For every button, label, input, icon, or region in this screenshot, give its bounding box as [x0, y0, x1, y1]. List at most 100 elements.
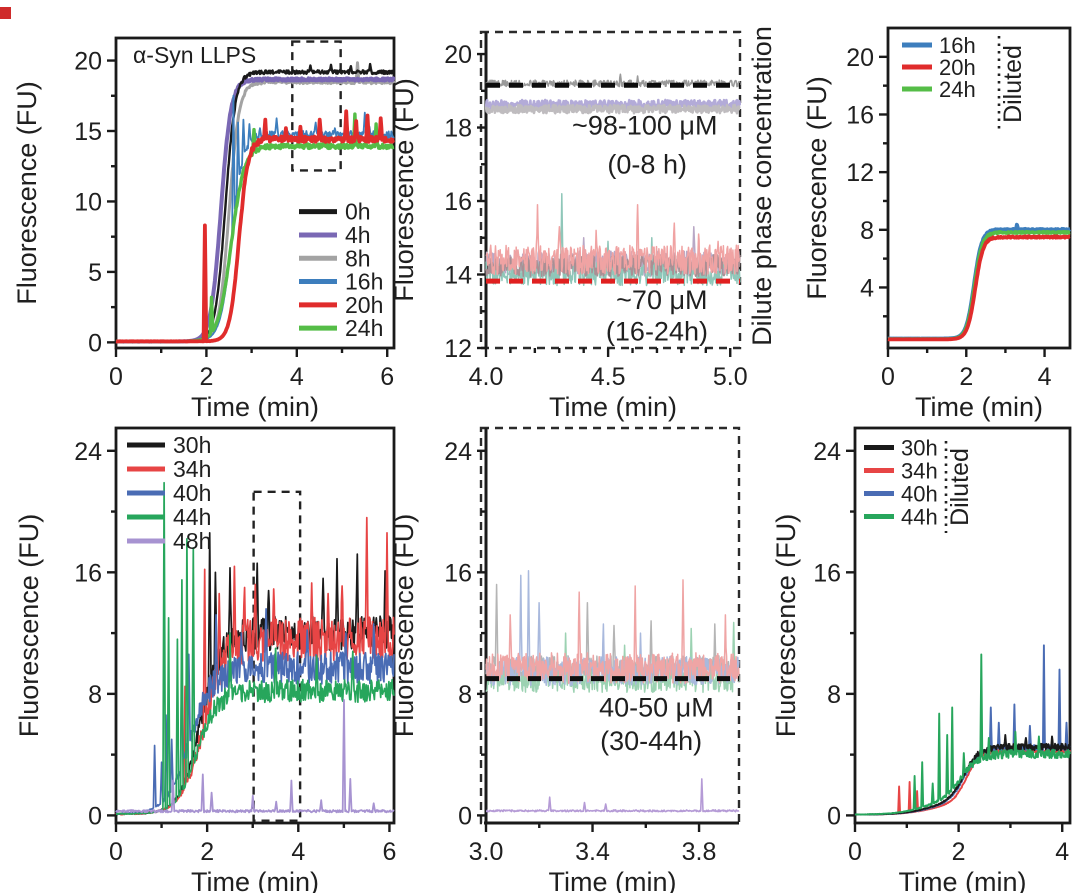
x-tick-label: 2	[199, 363, 213, 391]
rotated-label: Diluted	[999, 45, 1027, 123]
x-tick-label: 2	[952, 838, 966, 866]
legend-label-40h: 40h	[173, 480, 211, 506]
y-tick-label: 0	[88, 802, 102, 830]
series-layer	[887, 222, 1071, 342]
x-tick-label: 0	[881, 363, 895, 391]
legend-label-20h: 20h	[939, 55, 976, 80]
y-tick-label: 16	[846, 101, 874, 129]
legend-label-0h: 0h	[345, 199, 371, 225]
y-tick-label: 12	[444, 335, 472, 363]
x-tick-label: 4	[1038, 363, 1052, 391]
series-layer	[485, 570, 740, 813]
series-48h-trace	[115, 699, 395, 814]
legend-label-44h: 44h	[173, 504, 211, 530]
series-40h-trace	[854, 644, 1071, 816]
x-tick-label: 5.0	[713, 363, 748, 391]
y-tick-label: 16	[74, 559, 102, 587]
y-tick-label: 4	[860, 274, 874, 302]
y-tick-label: 20	[444, 41, 472, 69]
y-tick-label: 24	[74, 438, 102, 466]
x-tick-label: 4	[1055, 838, 1069, 866]
x-tick-label: 4	[291, 838, 305, 866]
y-axis-label: Fluorescence (FU)	[14, 514, 44, 738]
x-tick-label: 6	[382, 838, 396, 866]
y-tick-label: 8	[827, 681, 841, 709]
x-tick-label: 3.8	[682, 838, 717, 866]
annotation-label: ~70 μM	[616, 285, 707, 315]
y-tick-label: 0	[88, 329, 102, 357]
y-tick-label: 24	[444, 438, 472, 466]
x-tick-label: 0	[109, 363, 123, 391]
legend-label-40h: 40h	[901, 482, 938, 507]
y-tick-label: 16	[444, 559, 472, 587]
panel-title: α-Syn LLPS	[133, 42, 256, 68]
y-tick-label: 10	[74, 188, 102, 216]
y-axis-label: Fluorescence (FU)	[771, 514, 801, 738]
legend-label-30h: 30h	[901, 436, 938, 461]
annotation-label: ~98-100 μM	[572, 111, 717, 141]
y-axis-label: Fluorescence (FU)	[389, 78, 419, 302]
legend-label-34h: 34h	[901, 459, 938, 484]
x-tick-label: 4.5	[591, 363, 626, 391]
y-tick-label: 5	[88, 259, 102, 287]
x-tick-label: 2	[959, 363, 973, 391]
legend-label-24h: 24h	[939, 77, 976, 102]
y-tick-label: 20	[846, 44, 874, 72]
rotated-label: Diluted	[946, 448, 974, 526]
crop-artifact-mark	[0, 7, 11, 19]
legend-label-30h: 30h	[173, 432, 211, 458]
y-axis-label: Fluorescence (FU)	[389, 514, 419, 738]
y-tick-label: 20	[74, 48, 102, 76]
x-axis-label: Time (min)	[899, 867, 1027, 893]
annotation-label: 40-50 μM	[599, 693, 714, 723]
x-axis-label: Time (min)	[191, 867, 319, 893]
y-tick-label: 16	[444, 188, 472, 216]
annotation-label: (30-44h)	[600, 726, 702, 756]
legend-label-24h: 24h	[345, 315, 383, 341]
series-layer	[854, 644, 1071, 816]
series-20h-faded-trace	[485, 203, 741, 276]
x-tick-label: 0	[109, 838, 123, 866]
x-tick-label: 3.4	[575, 838, 610, 866]
annotation-label: (0-8 h)	[607, 149, 687, 179]
series-20h-trace	[887, 234, 1071, 342]
x-tick-label: 6	[380, 363, 394, 391]
plot-frame	[114, 36, 396, 350]
x-tick-label: 3.0	[469, 838, 504, 866]
dashed-frame	[479, 30, 742, 350]
y-axis-label: Fluorescence (FU)	[12, 81, 42, 305]
x-tick-label: 4.0	[469, 363, 504, 391]
panel-bottom-middle: 3.0 3.4 3.8 0 8 16 24 40-50 μM(30-44h) Time (min…	[389, 426, 741, 893]
x-axis-label: Time (min)	[549, 392, 677, 422]
panel-top-middle: 4.0 4.5 5.0 12 14 16 18 20 ~98-100 μM (0-8 h) ~70 …	[389, 30, 748, 422]
series-layer	[115, 481, 395, 816]
x-tick-label: 2	[200, 838, 214, 866]
legend-label-16h: 16h	[345, 269, 383, 295]
dashed-frame	[479, 426, 741, 825]
y-tick-label: 12	[846, 159, 874, 187]
x-tick-label: 0	[848, 838, 862, 866]
y-axis-label: Fluorescence (FU)	[802, 76, 832, 300]
series-44h-trace	[854, 653, 1071, 816]
zoom-region-box	[252, 490, 302, 822]
y-tick-label: 0	[827, 802, 841, 830]
legend-label-20h: 20h	[345, 292, 383, 318]
x-axis-label: Time (min)	[549, 867, 677, 893]
y-tick-label: 8	[458, 681, 472, 709]
x-tick-label: 4	[290, 363, 304, 391]
series-48h-faded-trace	[485, 778, 740, 813]
y-tick-label: 16	[813, 559, 841, 587]
y-tick-label: 18	[444, 115, 472, 143]
legend-label-34h: 34h	[173, 456, 211, 482]
x-axis-label: Time (min)	[191, 392, 319, 422]
y-tick-label: 24	[813, 438, 841, 466]
